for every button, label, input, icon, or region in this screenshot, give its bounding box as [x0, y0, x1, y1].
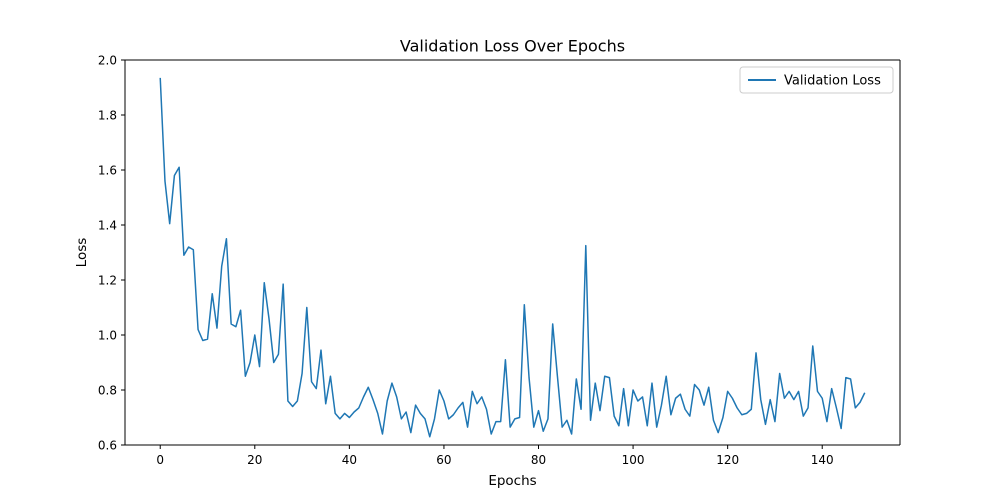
- y-tick-label: 1.2: [98, 274, 117, 288]
- x-axis: 0 20 40 60 80 100 120 140: [156, 445, 834, 467]
- y-tick-label: 1.4: [98, 219, 117, 233]
- x-axis-label: Epochs: [488, 473, 536, 489]
- y-tick-label: 0.6: [98, 439, 117, 453]
- legend: Validation Loss: [739, 66, 894, 94]
- legend-box: [739, 66, 894, 94]
- y-axis: 0.6 0.8 1.0 1.2 1.4 1.6 1.8 2.0: [98, 54, 125, 453]
- y-tick-label: 0.8: [98, 384, 117, 398]
- x-tick-label: 80: [531, 453, 546, 467]
- legend-label: Validation Loss: [784, 74, 881, 89]
- y-tick-label: 1.8: [98, 109, 117, 123]
- validation-loss-line: [159, 77, 866, 438]
- plot-frame: [124, 59, 901, 446]
- x-tick-label: 60: [436, 453, 451, 467]
- plot-area: [125, 60, 900, 445]
- x-tick-label: 20: [247, 453, 262, 467]
- x-tick-label: 140: [811, 453, 834, 467]
- y-axis-label: Loss: [74, 238, 90, 268]
- x-tick-label: 0: [156, 453, 164, 467]
- series-layer: [159, 77, 866, 438]
- x-tick-label: 120: [716, 453, 739, 467]
- y-tick-label: 1.6: [98, 164, 117, 178]
- chart-title: Validation Loss Over Epochs: [400, 37, 625, 56]
- y-tick-label: 2.0: [98, 54, 117, 68]
- x-tick-label: 100: [622, 453, 645, 467]
- y-tick-label: 1.0: [98, 329, 117, 343]
- x-tick-label: 40: [342, 453, 357, 467]
